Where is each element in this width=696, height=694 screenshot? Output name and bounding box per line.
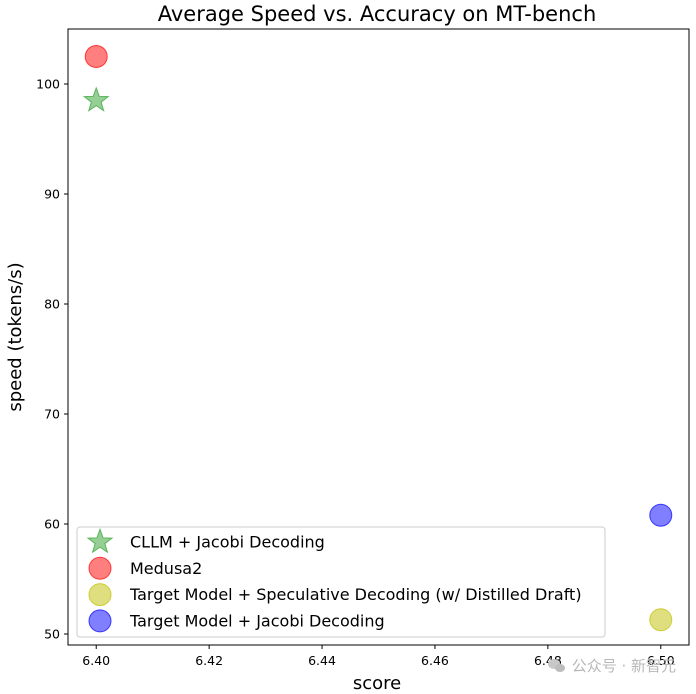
watermark-text: 公众号 · 新智元: [571, 657, 676, 675]
legend-marker: [88, 609, 112, 633]
legend-marker: [86, 527, 114, 554]
x-tick-label: 6.50: [647, 653, 675, 668]
y-tick-label: 70: [44, 407, 60, 422]
legend-label: Target Model + Speculative Decoding (w/ …: [129, 585, 582, 604]
y-axis-label: speed (tokens/s): [5, 262, 26, 411]
plot-area: [67, 28, 690, 646]
legend-label: Target Model + Jacobi Decoding: [129, 611, 385, 630]
legend-marker: [88, 583, 112, 607]
x-tick-label: 6.46: [421, 653, 449, 668]
y-tick-label: 60: [44, 517, 60, 532]
legend-label: Medusa2: [130, 559, 202, 578]
watermark: 公众号 · 新智元: [547, 655, 676, 676]
y-tick-label: 50: [44, 627, 60, 642]
x-tick-label: 6.44: [308, 653, 336, 668]
data-points: [82, 45, 673, 632]
data-point: [649, 608, 673, 632]
chart-title: Average Speed vs. Accuracy on MT-bench: [158, 2, 597, 26]
x-axis-label: score: [353, 673, 401, 694]
y-tick-label: 90: [44, 187, 60, 202]
x-tick-label: 6.42: [195, 653, 223, 668]
wechat-icon: [547, 658, 566, 673]
y-tick-label: 80: [44, 297, 60, 312]
legend-box: [76, 526, 606, 638]
legend-marker: [88, 556, 112, 580]
legend: CLLM + Jacobi Decoding Medusa2 Target Mode…: [76, 526, 606, 638]
y-tick-label: 100: [36, 77, 60, 92]
data-point: [84, 45, 108, 68]
data-point: [82, 86, 110, 112]
x-tick-label: 6.40: [82, 653, 110, 668]
legend-label: CLLM + Jacobi Decoding: [130, 533, 325, 552]
data-point: [649, 503, 673, 527]
